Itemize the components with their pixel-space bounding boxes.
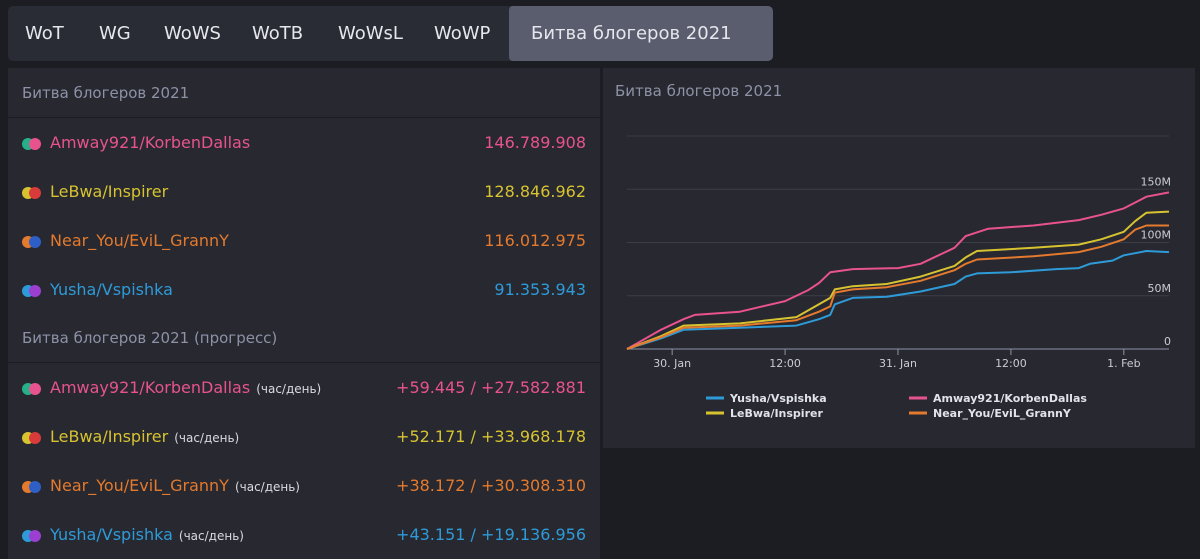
team-name: Yusha/Vspishka <box>50 525 173 544</box>
team-color-dots <box>22 186 46 199</box>
legend-label: Yusha/Vspishka <box>729 392 827 405</box>
legend-label: LeBwa/Inspirer <box>730 407 823 420</box>
team-name: Yusha/Vspishka <box>50 280 173 299</box>
team-name: Amway921/KorbenDallas <box>50 378 251 397</box>
progress-row: LeBwa/Inspirer (час/день) +52.171 / +33.96… <box>8 412 600 461</box>
team-color-dots <box>22 284 46 297</box>
team-name: Near_You/EviL_GrannY <box>50 231 229 250</box>
series-line-1 <box>626 250 1170 350</box>
x-tick-label: 31. Jan <box>879 357 917 370</box>
progress-row: Amway921/KorbenDallas (час/день) +59.445 /… <box>8 363 600 412</box>
y-tick-label: 0 <box>1164 335 1171 348</box>
y-tick-label: 150M <box>1141 175 1172 188</box>
team-score: +59.445 / +27.582.881 <box>396 378 586 397</box>
team-name: Near_You/EviL_GrannY <box>50 476 229 495</box>
team-color-dots <box>22 480 46 493</box>
team-score: +43.151 / +19.136.956 <box>396 525 586 544</box>
team-score: 91.353.943 <box>494 280 586 299</box>
legend-label: Amway921/KorbenDallas <box>933 392 1087 405</box>
totals-row: LeBwa/Inspirer 128.846.962 <box>8 167 600 216</box>
team-color-dots <box>22 431 46 444</box>
progress-panel: Битва блогеров 2021 (прогресс) Amway921/… <box>8 313 600 559</box>
progress-row: Near_You/EviL_GrannY (час/день) +38.172 / … <box>8 461 600 510</box>
color-dot <box>29 480 41 493</box>
x-tick-label: 12:00 <box>995 357 1027 370</box>
team-name: Amway921/KorbenDallas <box>50 133 251 152</box>
series-line-2 <box>626 191 1170 350</box>
rate-unit-label: (час/день) <box>256 382 322 396</box>
team-score: +38.172 / +30.308.310 <box>396 476 586 495</box>
rate-unit-label: (час/день) <box>174 431 240 445</box>
team-color-dots <box>22 529 46 542</box>
color-dot <box>29 235 41 248</box>
y-tick-label: 50M <box>1148 282 1172 295</box>
team-color-dots <box>22 235 46 248</box>
top-nav: WoT WG WoWS WoTB WoWsL WoWP Битва блогер… <box>8 6 773 61</box>
totals-panel: Битва блогеров 2021 Amway921/KorbenDalla… <box>8 68 600 313</box>
color-dot <box>29 431 41 444</box>
color-dot <box>29 186 41 199</box>
team-score: +52.171 / +33.968.178 <box>396 427 586 446</box>
chart-panel: Битва блогеров 2021 0 50M 100M 150M 30. Jan 1… <box>603 68 1195 448</box>
team-name: LeBwa/Inspirer <box>50 182 169 201</box>
tab-wowsl[interactable]: WoWsL <box>338 23 403 44</box>
rate-unit-label: (час/день) <box>178 529 244 543</box>
team-score: 116.012.975 <box>484 231 586 250</box>
line-chart: 0 50M 100M 150M 30. Jan 12:00 31. Jan 12:00 1. F… <box>626 135 1172 420</box>
tab-wowp[interactable]: WoWP <box>434 23 491 44</box>
chart-title: Битва блогеров 2021 <box>615 82 783 100</box>
series-line-3 <box>626 210 1170 350</box>
progress-row: Yusha/Vspishka (час/день) +43.151 / +19.13… <box>8 510 600 559</box>
x-tick-label: 30. Jan <box>653 357 691 370</box>
x-tick-label: 12:00 <box>769 357 801 370</box>
totals-title: Битва блогеров 2021 <box>8 68 600 118</box>
team-score: 128.846.962 <box>484 182 586 201</box>
tab-wotb[interactable]: WoTB <box>252 23 304 44</box>
legend-label: Near_You/EviL_GrannY <box>933 407 1072 420</box>
team-name: LeBwa/Inspirer <box>50 427 169 446</box>
color-dot <box>29 382 41 395</box>
totals-row: Amway921/KorbenDallas 146.789.908 <box>8 118 600 167</box>
series-line-4 <box>626 224 1169 350</box>
color-dot <box>29 284 41 297</box>
tab-wg[interactable]: WG <box>99 23 131 44</box>
team-score: 146.789.908 <box>484 133 586 152</box>
tab-wows[interactable]: WoWS <box>164 23 221 44</box>
team-color-dots <box>22 382 46 395</box>
totals-row: Yusha/Vspishka 91.353.943 <box>8 265 600 314</box>
totals-row: Near_You/EviL_GrannY 116.012.975 <box>8 216 600 265</box>
team-color-dots <box>22 137 46 150</box>
tab-wot[interactable]: WoT <box>25 23 64 44</box>
progress-title: Битва блогеров 2021 (прогресс) <box>8 313 600 363</box>
x-tick-label: 1. Feb <box>1107 357 1140 370</box>
color-dot <box>29 529 41 542</box>
color-dot <box>29 137 41 150</box>
tab-blogger-battle[interactable]: Битва блогеров 2021 <box>509 6 773 61</box>
rate-unit-label: (час/день) <box>234 480 300 494</box>
y-tick-label: 100M <box>1141 229 1172 242</box>
